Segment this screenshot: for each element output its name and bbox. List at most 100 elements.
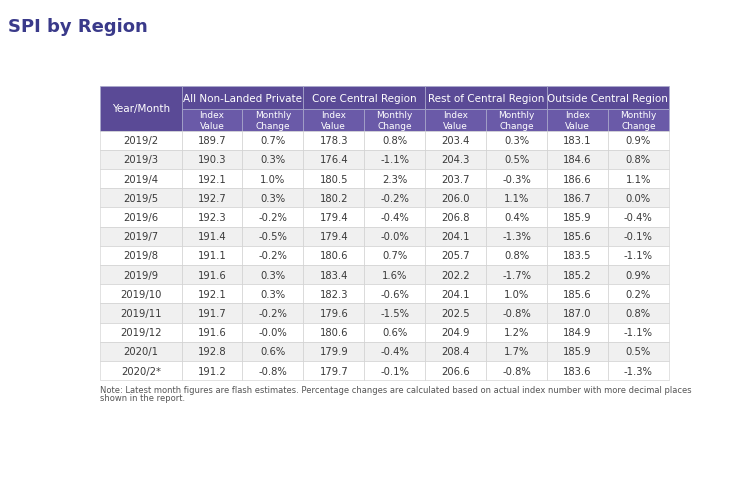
Text: 192.8: 192.8	[198, 347, 226, 357]
Bar	[486, 246, 547, 265]
Bar	[304, 265, 364, 285]
Text: Index
Value: Index Value	[443, 111, 468, 130]
Text: 186.6: 186.6	[563, 174, 592, 184]
Bar	[608, 323, 669, 342]
Bar	[608, 132, 669, 151]
Bar	[304, 342, 364, 361]
Text: 0.6%: 0.6%	[260, 347, 286, 357]
Text: -0.2%: -0.2%	[259, 213, 287, 223]
Bar	[486, 304, 547, 323]
Bar	[608, 304, 669, 323]
Text: 191.2: 191.2	[198, 366, 226, 376]
Bar	[608, 227, 669, 246]
Text: 184.6: 184.6	[563, 155, 592, 165]
Bar	[100, 189, 182, 208]
Bar	[547, 169, 608, 189]
Bar	[242, 265, 304, 285]
Bar	[364, 265, 425, 285]
Text: 192.7: 192.7	[198, 193, 226, 204]
Bar	[364, 246, 425, 265]
Bar	[608, 246, 669, 265]
Text: 0.8%: 0.8%	[382, 136, 407, 146]
Text: 0.3%: 0.3%	[260, 289, 286, 299]
Bar	[364, 208, 425, 227]
Bar	[242, 361, 304, 380]
Bar	[364, 342, 425, 361]
Text: 1.2%: 1.2%	[504, 327, 530, 337]
Text: 0.9%: 0.9%	[626, 136, 651, 146]
Text: 179.7: 179.7	[320, 366, 348, 376]
Bar	[364, 304, 425, 323]
Text: 206.0: 206.0	[442, 193, 470, 204]
Bar	[304, 246, 364, 265]
Text: Monthly
Change: Monthly Change	[498, 111, 535, 130]
Bar	[547, 342, 608, 361]
Text: 191.6: 191.6	[198, 270, 226, 280]
Text: -1.5%: -1.5%	[380, 308, 410, 318]
Bar	[547, 246, 608, 265]
Text: 185.9: 185.9	[563, 213, 592, 223]
Bar	[425, 110, 486, 132]
Bar	[100, 246, 182, 265]
Bar	[608, 342, 669, 361]
Bar	[304, 87, 425, 110]
Text: 0.3%: 0.3%	[260, 270, 286, 280]
Bar	[486, 227, 547, 246]
Text: -1.1%: -1.1%	[624, 251, 652, 261]
Text: 183.5: 183.5	[563, 251, 592, 261]
Text: Rest of Central Region: Rest of Central Region	[428, 93, 544, 103]
Text: -0.0%: -0.0%	[259, 327, 287, 337]
Bar	[100, 87, 182, 132]
Bar	[364, 151, 425, 169]
Bar	[425, 323, 486, 342]
Bar	[100, 361, 182, 380]
Text: 1.0%: 1.0%	[504, 289, 530, 299]
Bar	[182, 110, 242, 132]
Text: -0.4%: -0.4%	[624, 213, 652, 223]
Text: 185.2: 185.2	[563, 270, 592, 280]
Bar	[425, 189, 486, 208]
Bar	[547, 265, 608, 285]
Text: 180.5: 180.5	[320, 174, 348, 184]
Bar	[304, 227, 364, 246]
Text: 191.7: 191.7	[198, 308, 226, 318]
Bar	[547, 110, 608, 132]
Text: 0.7%: 0.7%	[260, 136, 286, 146]
Text: Core Central Region: Core Central Region	[312, 93, 416, 103]
Text: 183.1: 183.1	[563, 136, 592, 146]
Bar	[547, 189, 608, 208]
Bar	[608, 285, 669, 304]
Bar	[182, 246, 242, 265]
Text: 204.1: 204.1	[442, 232, 470, 242]
Text: 0.9%: 0.9%	[626, 270, 651, 280]
Bar	[242, 189, 304, 208]
Text: 190.3: 190.3	[198, 155, 226, 165]
Bar	[242, 132, 304, 151]
Bar	[364, 110, 425, 132]
Text: 204.1: 204.1	[442, 289, 470, 299]
Text: 2019/10: 2019/10	[120, 289, 161, 299]
Bar	[182, 342, 242, 361]
Bar	[486, 169, 547, 189]
Bar	[304, 132, 364, 151]
Text: -0.3%: -0.3%	[503, 174, 531, 184]
Bar	[364, 285, 425, 304]
Bar	[608, 265, 669, 285]
Bar	[100, 227, 182, 246]
Text: -0.8%: -0.8%	[259, 366, 287, 376]
Text: 2019/8: 2019/8	[123, 251, 158, 261]
Text: 186.7: 186.7	[563, 193, 592, 204]
Text: 180.6: 180.6	[320, 251, 348, 261]
Bar	[486, 189, 547, 208]
Text: 206.8: 206.8	[442, 213, 470, 223]
Bar	[100, 169, 182, 189]
Text: 0.8%: 0.8%	[626, 308, 651, 318]
Text: 192.1: 192.1	[198, 174, 226, 184]
Text: 179.6: 179.6	[320, 308, 348, 318]
Bar	[242, 110, 304, 132]
Bar	[364, 227, 425, 246]
Text: 184.9: 184.9	[563, 327, 592, 337]
Bar	[425, 132, 486, 151]
Text: -1.1%: -1.1%	[624, 327, 652, 337]
Text: 0.7%: 0.7%	[382, 251, 407, 261]
